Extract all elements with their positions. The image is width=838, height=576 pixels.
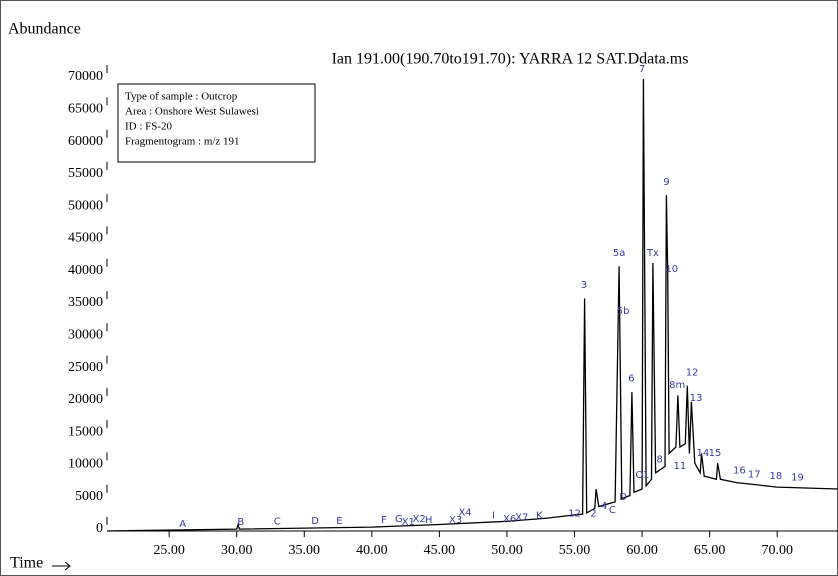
peak-label: 19 xyxy=(791,473,804,484)
peak-label: 11 xyxy=(674,461,687,472)
peak-label: 6 xyxy=(628,374,634,385)
peak-label: F xyxy=(381,515,387,526)
peak-label: 7 xyxy=(639,64,645,75)
peak-label: 10 xyxy=(665,264,678,275)
y-tick-label: 5000 xyxy=(75,489,103,504)
y-tick-label: 35000 xyxy=(68,295,103,310)
x-tick-label: 40.00 xyxy=(356,543,388,558)
peak-label: 13 xyxy=(690,393,703,404)
info-line: ID : FS-20 xyxy=(125,121,173,133)
x-tick-label: 30.00 xyxy=(221,543,253,558)
peak-label: 16 xyxy=(733,465,746,476)
y-tick-label: 15000 xyxy=(68,424,103,439)
peak-label: B xyxy=(237,517,244,528)
y-tick-label: 20000 xyxy=(68,392,103,407)
peak-label: 12 xyxy=(686,367,699,378)
peak-label: 12 xyxy=(568,509,581,520)
peak-label: X6 xyxy=(503,514,516,525)
info-box xyxy=(117,83,316,163)
peak-label: 15 xyxy=(709,448,722,459)
peak-label: A xyxy=(179,519,186,530)
peak-label: 8m xyxy=(669,380,685,391)
peak-label: K xyxy=(536,511,543,522)
time-arrow xyxy=(52,561,71,571)
peak-label: D xyxy=(311,516,319,527)
peak-label: 2 xyxy=(590,509,596,520)
y-tick-label: 45000 xyxy=(68,231,103,246)
peak-label: E xyxy=(336,516,342,527)
y-tick-label: 55000 xyxy=(68,166,103,181)
chart-title: Ian 191.00(190.70to191.70): YARRA 12 SAT… xyxy=(332,51,689,68)
peak-label: 1 xyxy=(643,470,649,481)
x-tick-label: 70.00 xyxy=(761,543,793,558)
peak-label: O xyxy=(635,470,643,481)
x-tick-label: 50.00 xyxy=(491,543,523,558)
peak-label: 14 xyxy=(697,448,710,459)
y-tick-label: 30000 xyxy=(68,328,103,343)
x-tick-label: 35.00 xyxy=(289,543,321,558)
trace xyxy=(106,78,838,532)
peak-label: X2 xyxy=(413,514,426,525)
x-tick-label: 25.00 xyxy=(153,543,185,558)
y-tick-label: 0 xyxy=(96,521,103,536)
peak-label: Tx xyxy=(646,248,659,259)
y-tick-label: 25000 xyxy=(68,360,103,375)
y-axis-label: Abundance xyxy=(8,21,81,38)
peak-label: X3 xyxy=(449,515,462,526)
y-tick-label: 65000 xyxy=(68,102,103,117)
y-tick-label: 50000 xyxy=(68,198,103,213)
info-line: Area : Onshore West Sulawesi xyxy=(125,106,259,118)
peak-label: X1 xyxy=(402,517,415,528)
peak-label: X4 xyxy=(458,507,471,518)
x-tick-label: 60.00 xyxy=(626,543,658,558)
peak-label: 8 xyxy=(656,454,662,465)
info-line: Fragmentogram : m/z 191 xyxy=(125,136,240,148)
peak-label: 5b xyxy=(617,306,630,317)
x-axis-label: Time xyxy=(10,555,43,572)
peak-label: 4 xyxy=(601,501,607,512)
x-tick-label: 65.00 xyxy=(694,543,726,558)
peak-label: 5a xyxy=(613,248,626,259)
y-tick-label: 40000 xyxy=(68,263,103,278)
peak-label: D xyxy=(619,492,627,503)
peak-label: I xyxy=(492,511,495,522)
info-line: Type of sample : Outcrop xyxy=(125,91,238,103)
x-tick-label: 45.00 xyxy=(424,543,456,558)
peak-label: 9 xyxy=(663,177,669,188)
peak-label: G xyxy=(395,514,403,525)
peak-label: 3 xyxy=(581,280,587,291)
y-tick-label: 10000 xyxy=(68,457,103,472)
peak-label: H xyxy=(425,515,433,526)
peak-label: 18 xyxy=(769,471,782,482)
x-tick-label: 55.00 xyxy=(559,543,591,558)
peak-label: 17 xyxy=(748,469,761,480)
peak-label: C xyxy=(609,505,616,516)
y-tick-label: 60000 xyxy=(68,134,103,149)
peak-label: X7 xyxy=(515,513,528,524)
peak-label: C xyxy=(274,516,281,527)
y-tick-label: 70000 xyxy=(68,69,103,84)
